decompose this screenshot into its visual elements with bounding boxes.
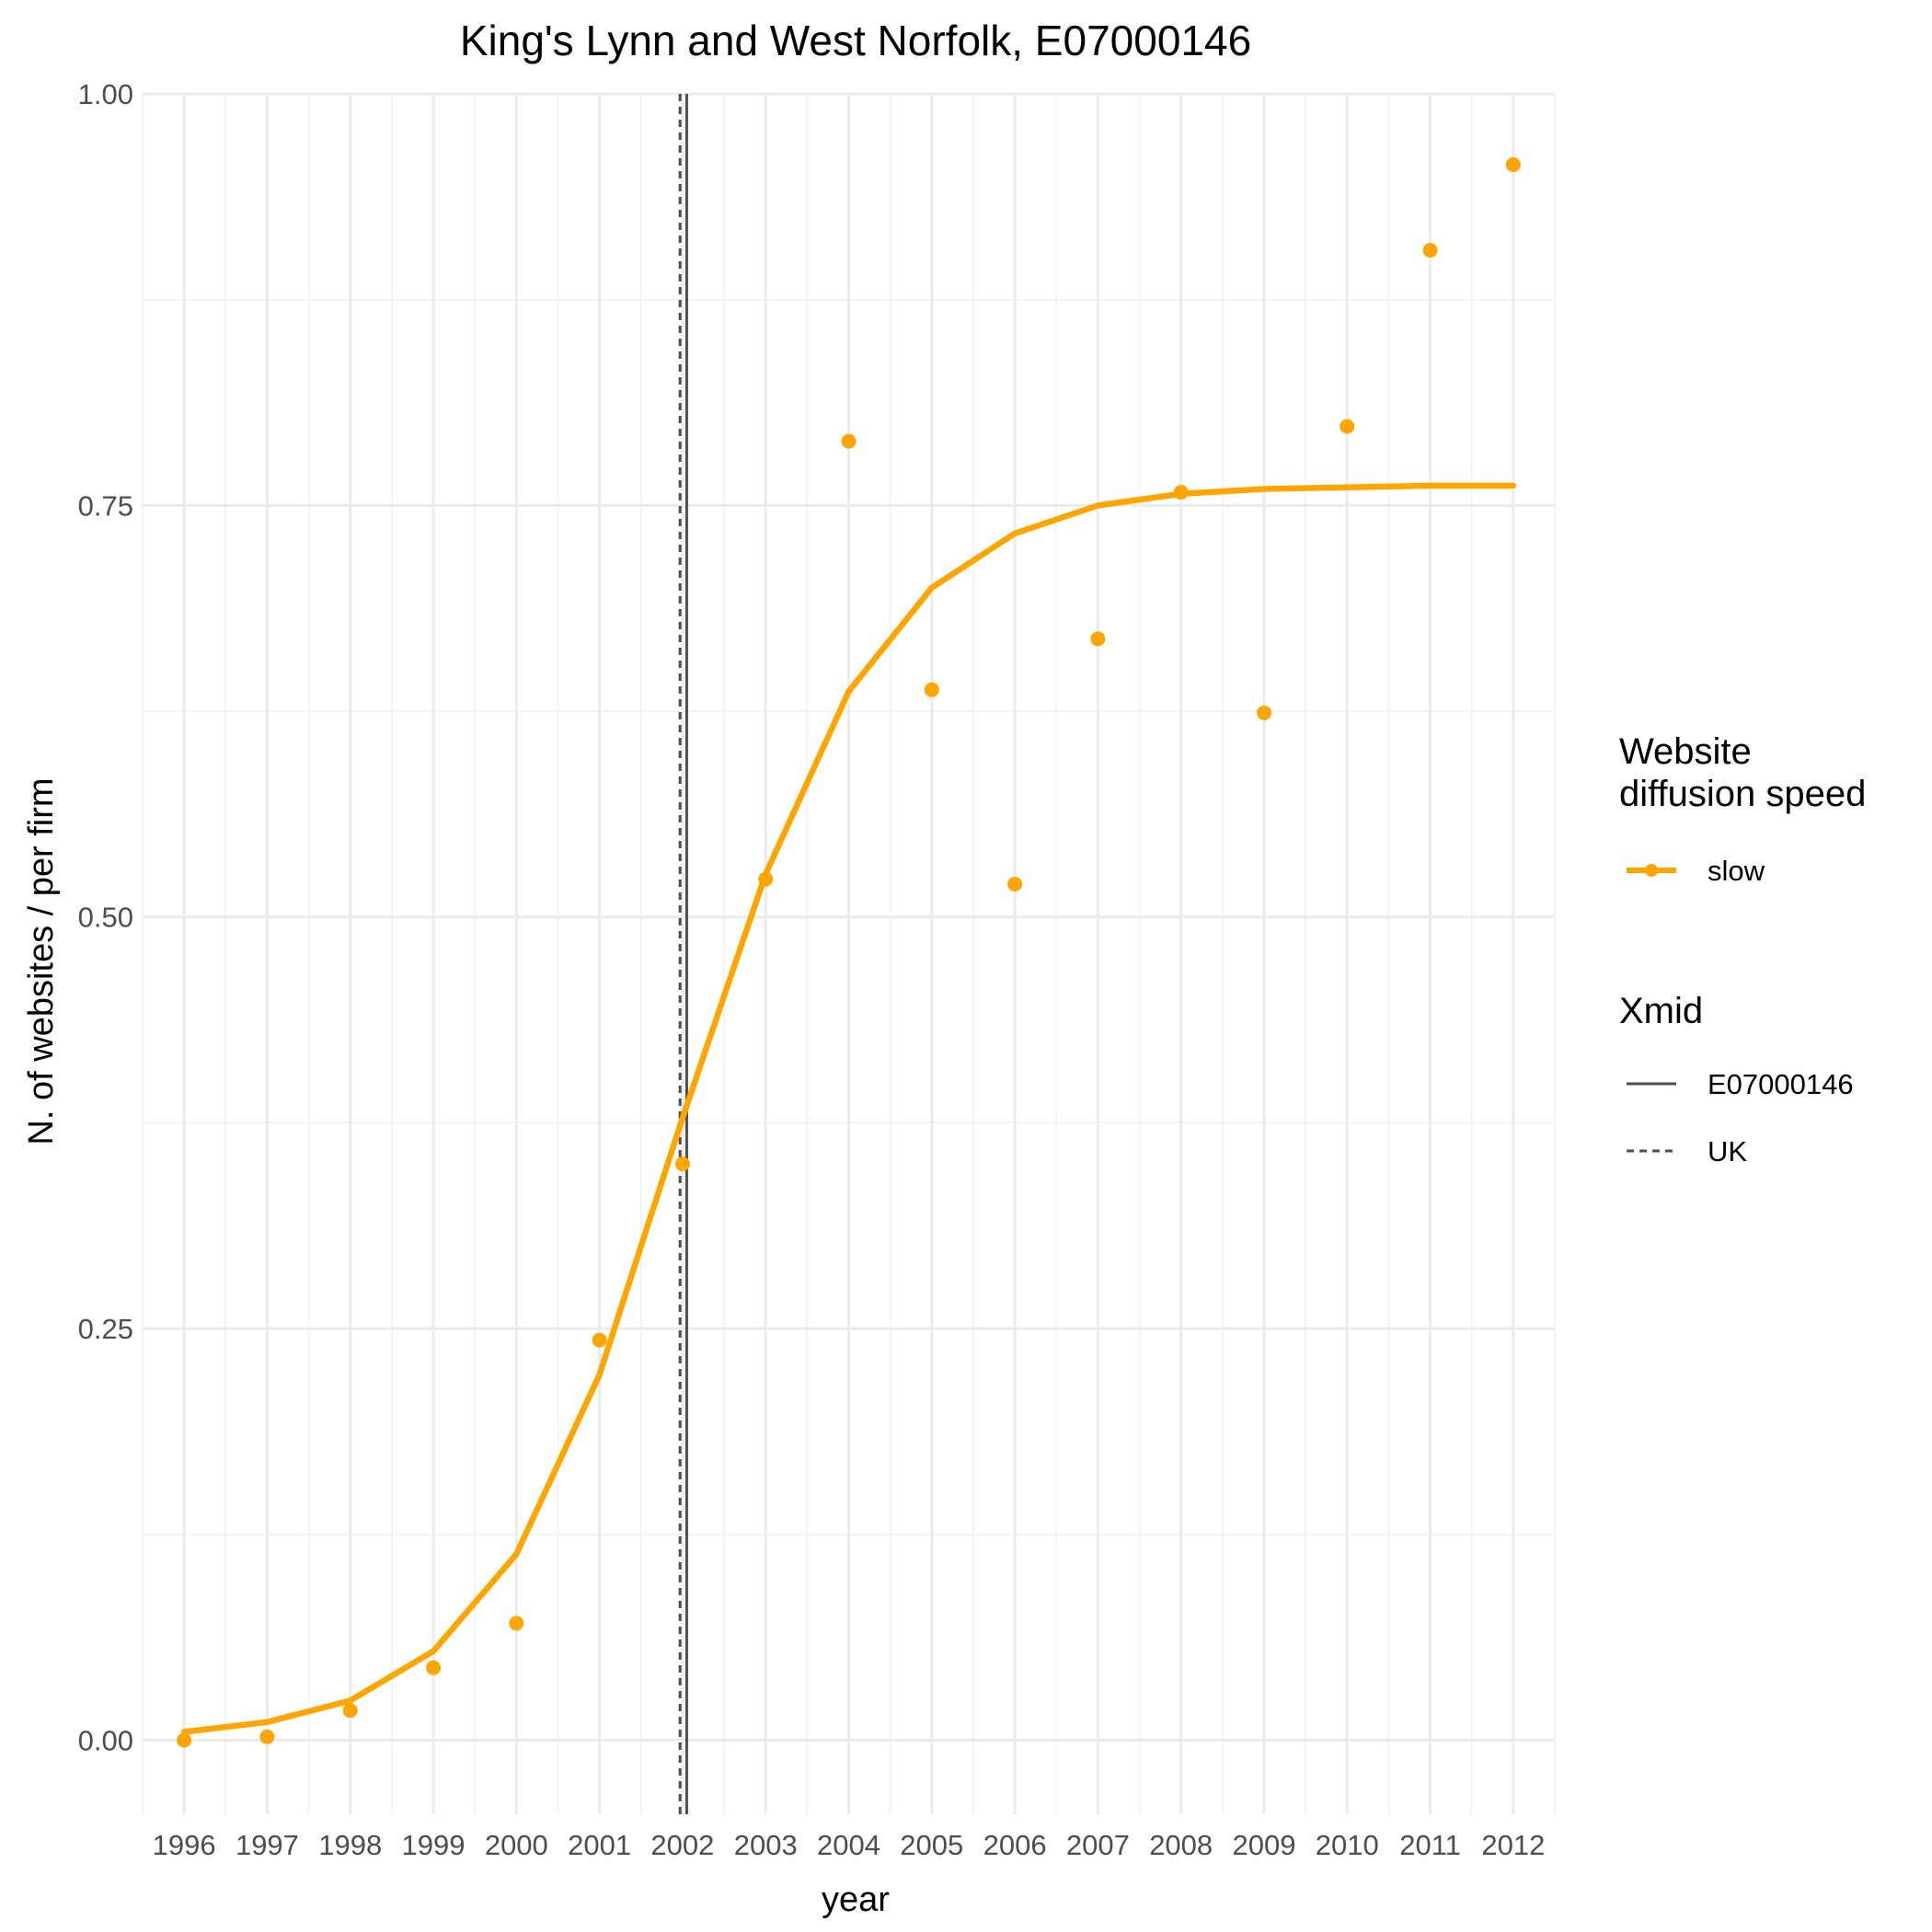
observed-point-2012 <box>1505 156 1521 172</box>
observed-point-2004 <box>841 433 857 449</box>
y-tick-labels: 0.00 0.25 0.50 0.75 1.00 <box>78 78 133 1756</box>
x-tick-label: 2002 <box>650 1829 714 1861</box>
observed-point-2005 <box>924 682 939 697</box>
observed-point-1997 <box>259 1729 275 1744</box>
legend: Website diffusion speed slow Xmid E07000… <box>1619 731 1866 1167</box>
y-tick-label: 0.50 <box>78 902 133 934</box>
legend-key-slow-point <box>1645 864 1658 877</box>
x-tick-label: 1996 <box>153 1829 216 1861</box>
xmid-lines <box>678 94 688 1814</box>
x-tick-label: 1998 <box>318 1829 382 1861</box>
x-tick-label: 2001 <box>568 1829 631 1861</box>
observed-point-2011 <box>1422 243 1438 258</box>
y-tick-label: 1.00 <box>78 78 133 110</box>
x-tick-label: 2007 <box>1066 1829 1130 1861</box>
observed-point-2003 <box>758 871 774 887</box>
y-tick-label: 0.25 <box>78 1313 133 1345</box>
x-tick-label: 2004 <box>817 1829 880 1861</box>
x-tick-label: 1997 <box>236 1829 299 1861</box>
observed-point-2008 <box>1173 485 1189 500</box>
x-axis-label: year <box>822 1880 890 1919</box>
fitted-line-slow <box>180 482 1517 1735</box>
x-tick-labels: 1996 1997 1998 1999 2000 2001 2002 2003 2004 2005… <box>153 1829 1546 1861</box>
y-axis-label: N. of websites / per firm <box>22 777 61 1144</box>
observed-point-1999 <box>426 1660 442 1675</box>
y-tick-label: 0.75 <box>78 489 133 522</box>
chart-title: King's Lynn and West Norfolk, E07000146 <box>460 17 1251 64</box>
observed-point-2001 <box>592 1332 607 1348</box>
x-tick-label: 2012 <box>1481 1829 1545 1861</box>
legend-title-speed-line1: Website <box>1619 731 1752 772</box>
x-tick-label: 2000 <box>485 1829 548 1861</box>
x-tick-label: 2011 <box>1399 1829 1461 1861</box>
x-tick-label: 2006 <box>983 1829 1047 1861</box>
series-layer <box>177 156 1521 1748</box>
observed-point-2002 <box>674 1156 690 1172</box>
legend-label-uk: UK <box>1708 1135 1747 1167</box>
observed-point-2010 <box>1340 419 1355 434</box>
x-tick-label: 2010 <box>1316 1829 1379 1861</box>
observed-point-2009 <box>1256 705 1271 720</box>
x-tick-label: 2003 <box>734 1829 798 1861</box>
x-tick-label: 2005 <box>900 1829 963 1861</box>
legend-title-speed-line2: diffusion speed <box>1619 774 1866 814</box>
observed-point-2007 <box>1090 631 1106 647</box>
observed-point-2006 <box>1007 876 1023 891</box>
y-tick-label: 0.00 <box>78 1724 133 1756</box>
observed-point-1996 <box>177 1732 192 1748</box>
legend-label-slow: slow <box>1708 855 1765 887</box>
grid <box>142 92 1556 1814</box>
observed-point-1998 <box>342 1703 358 1719</box>
legend-title-xmid: Xmid <box>1619 991 1703 1031</box>
x-tick-label: 1999 <box>402 1829 466 1861</box>
x-tick-label: 2009 <box>1232 1829 1295 1861</box>
x-tick-label: 2008 <box>1149 1829 1213 1861</box>
legend-label-e07000146: E07000146 <box>1708 1068 1854 1100</box>
observed-point-2000 <box>509 1616 524 1631</box>
